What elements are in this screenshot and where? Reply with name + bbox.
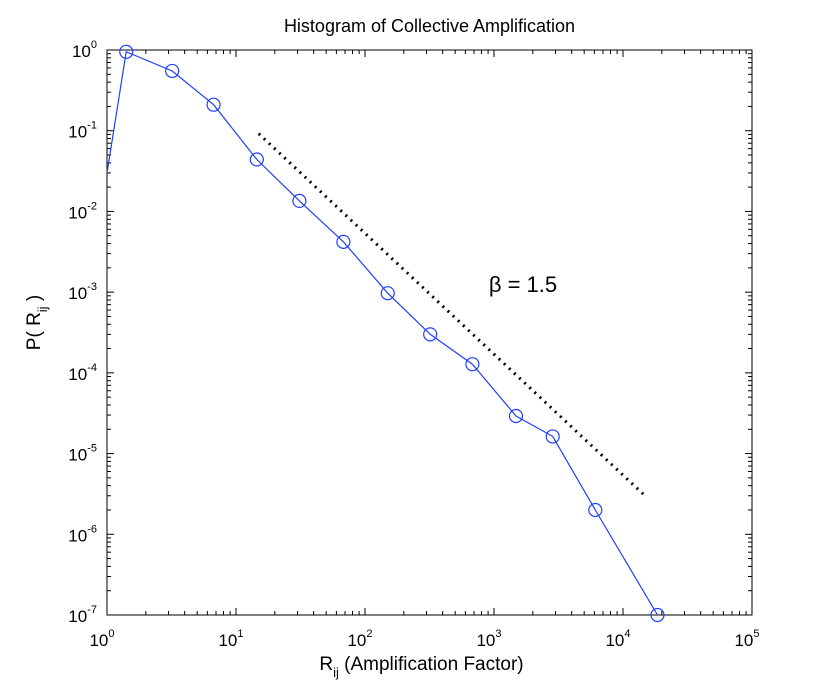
y-tick-label-exponent: -5: [87, 443, 97, 455]
y-tick-label-base: 10: [68, 123, 87, 142]
y-tick-label-base: 10: [72, 42, 91, 61]
y-tick-label-exponent: -2: [87, 200, 97, 212]
x-axis-label-main: R: [319, 654, 333, 675]
y-tick-label: 10-2: [68, 200, 97, 222]
x-axis-tick-labels: 100 101 102 103 104 105: [89, 628, 759, 650]
y-tick-label-base: 10: [68, 607, 87, 626]
data-point: [545, 429, 560, 444]
x-tick-label: 101: [218, 628, 243, 650]
y-tick-label-base: 10: [68, 446, 87, 465]
plot-area: [106, 49, 753, 616]
data-point: [119, 44, 134, 59]
data-point: [206, 97, 221, 112]
y-tick-label-exponent: 0: [91, 39, 97, 51]
y-axis-label-post: ): [24, 295, 45, 307]
data-point: [465, 357, 480, 372]
x-tick-label-exponent: 0: [108, 628, 114, 640]
y-tick-label: 10-7: [68, 604, 97, 626]
chart-title: Histogram of Collective Amplification: [284, 16, 575, 36]
y-tick-label-base: 10: [68, 203, 87, 222]
y-tick-label: 10-3: [68, 281, 97, 303]
data-point: [508, 408, 524, 424]
y-tick-label-exponent: -4: [87, 362, 97, 374]
y-tick-label-exponent: -1: [87, 120, 97, 132]
y-axis-label: P( Rij ): [24, 295, 50, 350]
data-series: [106, 44, 665, 623]
y-tick-label-base: 10: [68, 284, 87, 303]
x-tick-label-base: 10: [218, 631, 237, 650]
x-tick-label-base: 10: [89, 631, 108, 650]
y-tick-label: 10-4: [68, 362, 97, 384]
y-tick-label-base: 10: [68, 365, 87, 384]
y-tick-label: 10-6: [68, 523, 97, 545]
x-tick-label-exponent: 5: [753, 628, 759, 640]
axis-ticks: [106, 50, 752, 616]
data-point: [165, 63, 180, 79]
data-point: [650, 607, 665, 623]
y-axis-label-pre: P( R: [24, 312, 45, 350]
x-tick-label-base: 10: [476, 631, 495, 650]
data-point: [249, 152, 264, 167]
y-tick-label: 10-1: [68, 120, 97, 142]
x-tick-label-exponent: 1: [237, 628, 243, 640]
y-tick-label-exponent: -3: [87, 281, 97, 293]
data-point: [292, 193, 307, 209]
y-tick-label-exponent: -6: [87, 523, 97, 535]
x-tick-label-base: 10: [734, 631, 753, 650]
data-point: [380, 286, 395, 301]
x-tick-label: 103: [476, 628, 501, 650]
y-tick-label-base: 10: [68, 526, 87, 545]
x-axis-label: Rij (Amplification Factor): [319, 654, 523, 680]
data-point: [336, 234, 351, 249]
x-tick-label-base: 10: [347, 631, 366, 650]
data-point: [588, 502, 603, 518]
y-tick-label: 100: [72, 39, 97, 61]
slope-annotation: β = 1.5: [489, 272, 557, 297]
y-tick-label-exponent: -7: [87, 604, 97, 616]
x-axis-label-rest: (Amplification Factor): [339, 654, 524, 675]
x-tick-label: 104: [605, 628, 630, 650]
y-tick-label: 10-5: [68, 443, 97, 465]
x-tick-label: 100: [89, 628, 114, 650]
data-point: [423, 327, 438, 342]
x-tick-label-base: 10: [605, 631, 624, 650]
x-tick-label: 105: [734, 628, 759, 650]
y-axis-label-subscript: ij: [35, 306, 50, 312]
x-tick-label-exponent: 4: [624, 628, 630, 640]
x-tick-label-exponent: 3: [495, 628, 501, 640]
x-axis-label-subscript: ij: [333, 665, 339, 680]
x-tick-label-exponent: 2: [366, 628, 372, 640]
x-tick-label: 102: [347, 628, 372, 650]
